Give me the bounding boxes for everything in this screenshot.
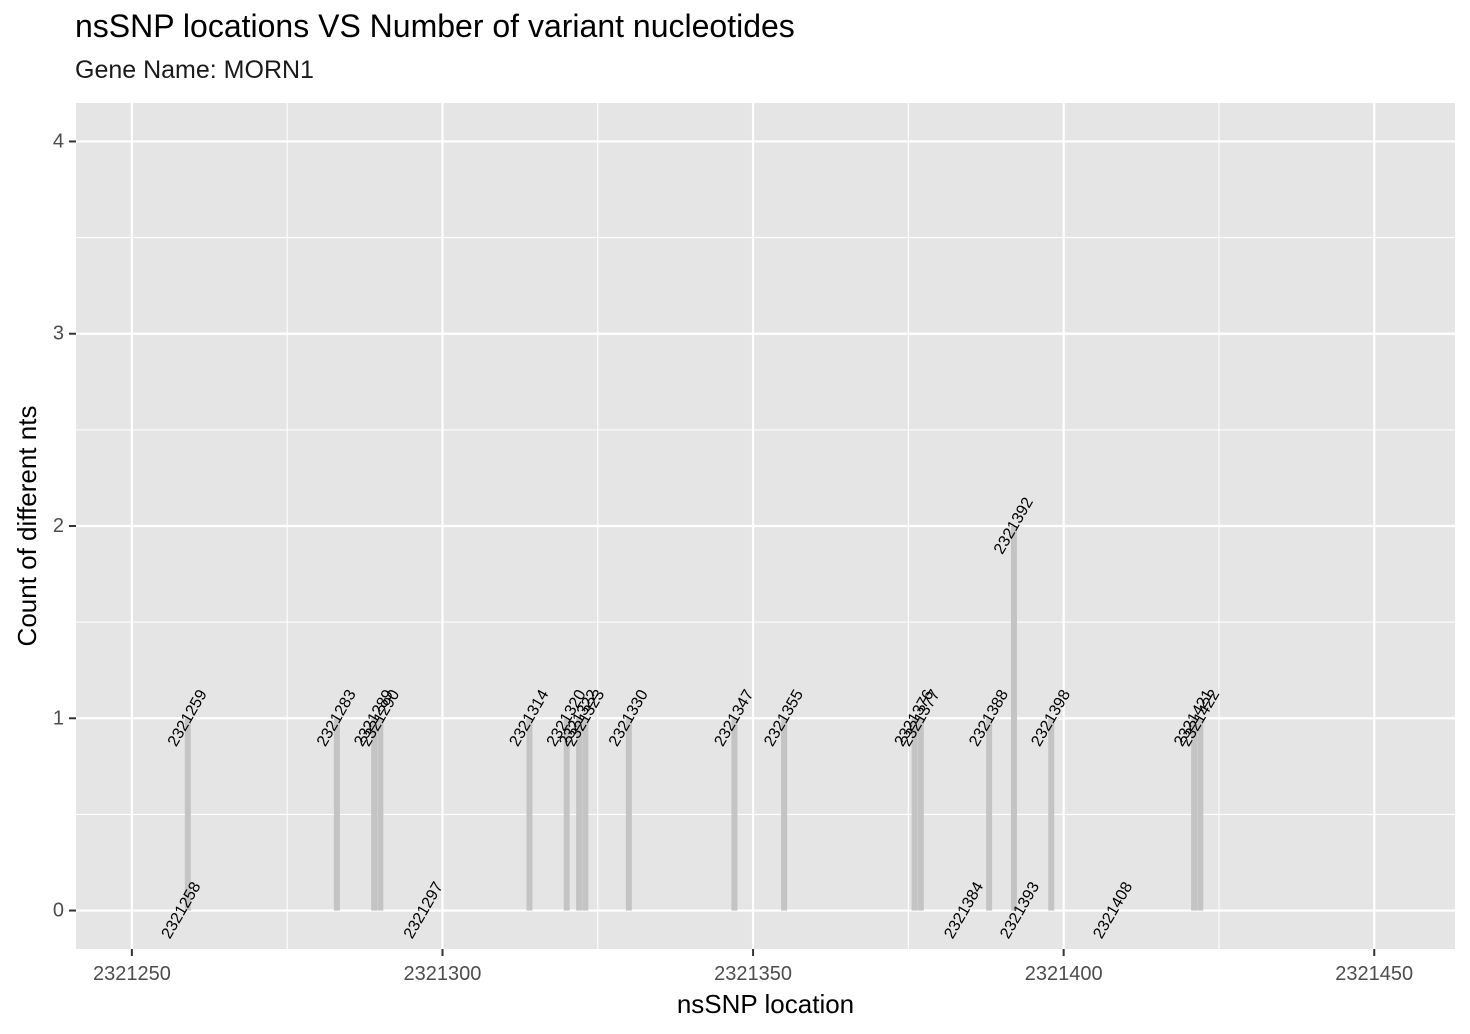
chart-subtitle: Gene Name: MORN1	[75, 56, 314, 84]
bar	[563, 718, 570, 911]
bar	[333, 718, 340, 911]
y-tick-label: 3	[53, 323, 64, 345]
bar	[526, 718, 533, 911]
bar	[371, 718, 378, 911]
bar	[1191, 718, 1198, 911]
x-tick-label: 2321250	[93, 963, 171, 985]
bar	[917, 718, 924, 911]
x-axis: 2321250 2321300 2321350 2321400 2321450	[93, 949, 1413, 985]
bar	[377, 718, 384, 911]
bar	[731, 718, 738, 911]
bar	[1048, 718, 1055, 911]
bar	[986, 718, 993, 911]
y-tick-label: 2	[53, 515, 64, 537]
bars-layer	[184, 526, 1204, 911]
x-tick-label: 2321400	[1025, 963, 1103, 985]
y-axis: 0 1 2 3 4	[53, 130, 76, 922]
major-gridlines	[76, 103, 1455, 949]
x-tick-label: 2321300	[404, 963, 482, 985]
x-tick-label: 2321450	[1335, 963, 1413, 985]
chart-title: nsSNP locations VS Number of variant nuc…	[75, 8, 795, 44]
y-tick-label: 0	[53, 900, 64, 922]
y-tick-label: 1	[53, 707, 64, 729]
bar	[625, 718, 632, 911]
bar	[582, 718, 589, 911]
x-tick-label: 2321350	[714, 963, 792, 985]
y-tick-label: 4	[53, 130, 64, 152]
bar	[1197, 718, 1204, 911]
bar	[911, 718, 918, 911]
bar	[184, 718, 191, 911]
y-axis-title: Count of different nts	[12, 406, 42, 647]
x-axis-title: nsSNP location	[677, 989, 854, 1019]
bar	[576, 718, 583, 911]
bar	[1010, 526, 1017, 911]
bar	[781, 718, 788, 911]
